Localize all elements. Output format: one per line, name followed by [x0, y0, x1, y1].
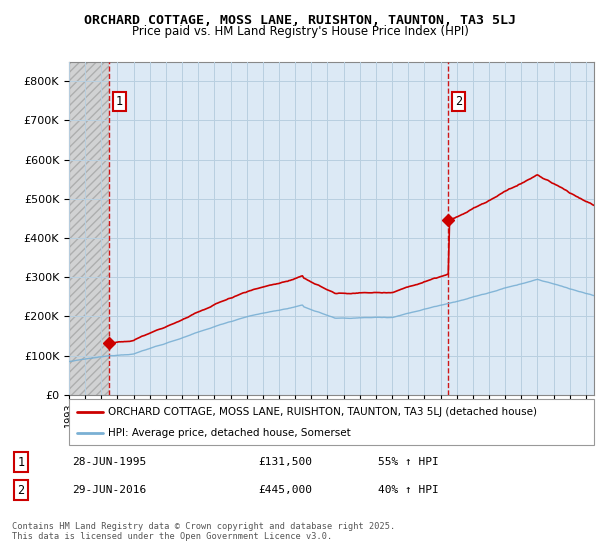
Text: ORCHARD COTTAGE, MOSS LANE, RUISHTON, TAUNTON, TA3 5LJ: ORCHARD COTTAGE, MOSS LANE, RUISHTON, TA… [84, 14, 516, 27]
Text: 29-JUN-2016: 29-JUN-2016 [72, 485, 146, 495]
Text: £131,500: £131,500 [258, 457, 312, 467]
Text: Contains HM Land Registry data © Crown copyright and database right 2025.
This d: Contains HM Land Registry data © Crown c… [12, 522, 395, 542]
Text: 40% ↑ HPI: 40% ↑ HPI [378, 485, 439, 495]
Text: 2: 2 [455, 95, 462, 108]
Text: 1: 1 [17, 455, 25, 469]
Text: 1: 1 [116, 95, 123, 108]
Text: ORCHARD COTTAGE, MOSS LANE, RUISHTON, TAUNTON, TA3 5LJ (detached house): ORCHARD COTTAGE, MOSS LANE, RUISHTON, TA… [109, 407, 538, 417]
Text: £445,000: £445,000 [258, 485, 312, 495]
Text: HPI: Average price, detached house, Somerset: HPI: Average price, detached house, Some… [109, 428, 351, 438]
Text: Price paid vs. HM Land Registry's House Price Index (HPI): Price paid vs. HM Land Registry's House … [131, 25, 469, 38]
Text: 55% ↑ HPI: 55% ↑ HPI [378, 457, 439, 467]
Text: 28-JUN-1995: 28-JUN-1995 [72, 457, 146, 467]
Bar [69, 62, 109, 395]
Text: 2: 2 [17, 483, 25, 497]
